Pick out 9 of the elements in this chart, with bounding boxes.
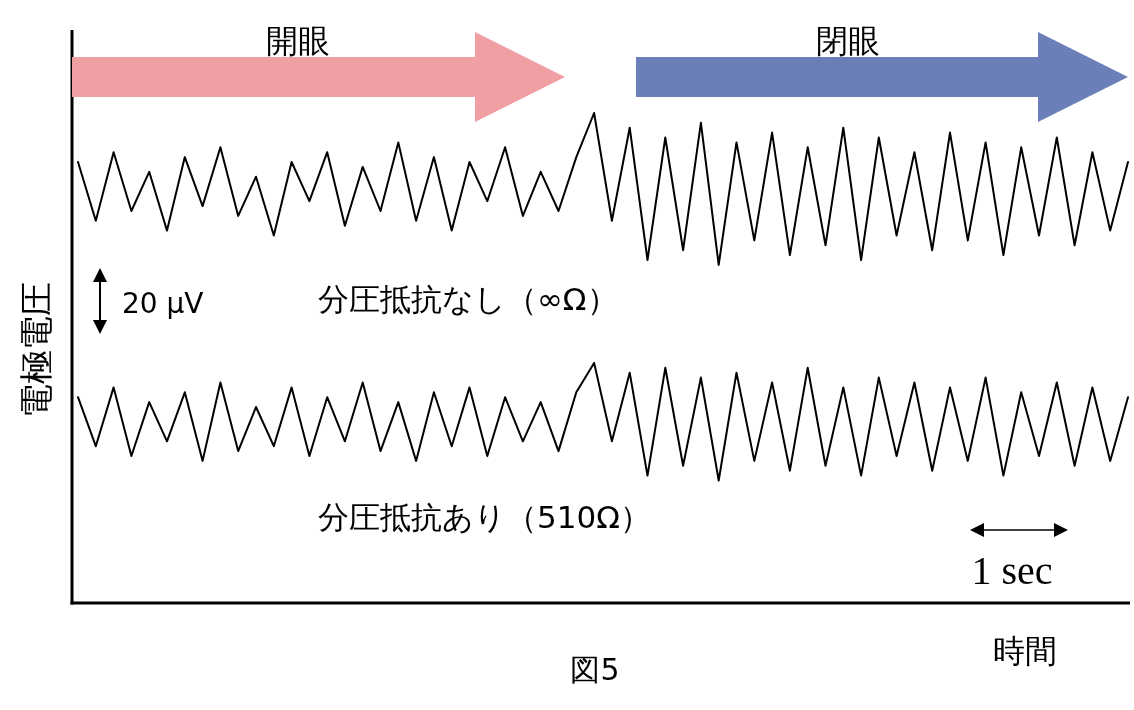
x-axis-title: 時間 — [993, 632, 1057, 670]
caption: 図5 — [570, 652, 620, 687]
annotation: 1 sec — [971, 548, 1053, 593]
series-label: 分圧抵抗なし（∞Ω） — [318, 281, 618, 317]
annotation: 20 μV — [122, 287, 204, 320]
text: 閉眼 — [816, 22, 880, 60]
series-label: 分圧抵抗あり（510Ω） — [318, 499, 651, 535]
text: 開眼 — [266, 22, 330, 60]
y-axis-title: 電極電圧 — [16, 282, 56, 418]
